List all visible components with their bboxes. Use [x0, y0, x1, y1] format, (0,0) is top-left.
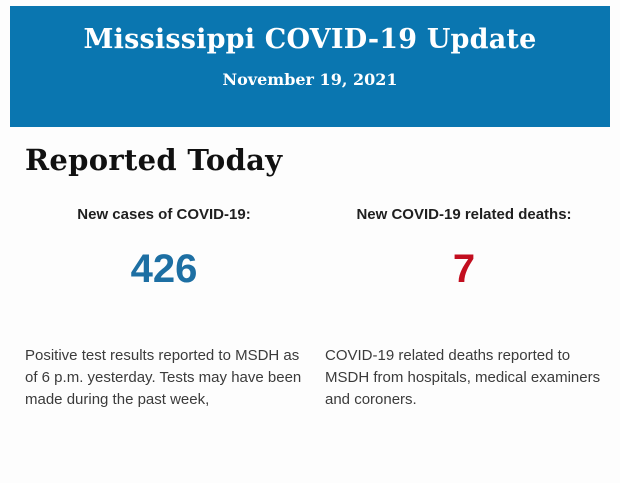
stats-row: New cases of COVID-19: 426 Positive test…: [25, 206, 603, 411]
new-deaths-description: COVID-19 related deaths reported to MSDH…: [325, 347, 601, 408]
new-deaths-label: New COVID-19 related deaths:: [356, 206, 572, 223]
new-deaths-column: New COVID-19 related deaths: 7 COVID-19 …: [325, 206, 603, 411]
new-cases-column: New cases of COVID-19: 426 Positive test…: [25, 206, 303, 411]
new-deaths-value: 7: [452, 247, 476, 291]
new-cases-description: Positive test results reported to MSDH a…: [25, 347, 302, 408]
page-title: Mississippi COVID-19 Update: [83, 24, 537, 55]
section-title: Reported Today: [25, 143, 283, 177]
new-cases-label: New cases of COVID-19:: [77, 206, 251, 223]
new-cases-value: 426: [130, 247, 198, 291]
header-banner: Mississippi COVID-19 Update November 19,…: [10, 6, 610, 127]
report-date: November 19, 2021: [222, 70, 398, 89]
report-body: Reported Today New cases of COVID-19: 42…: [25, 127, 603, 411]
